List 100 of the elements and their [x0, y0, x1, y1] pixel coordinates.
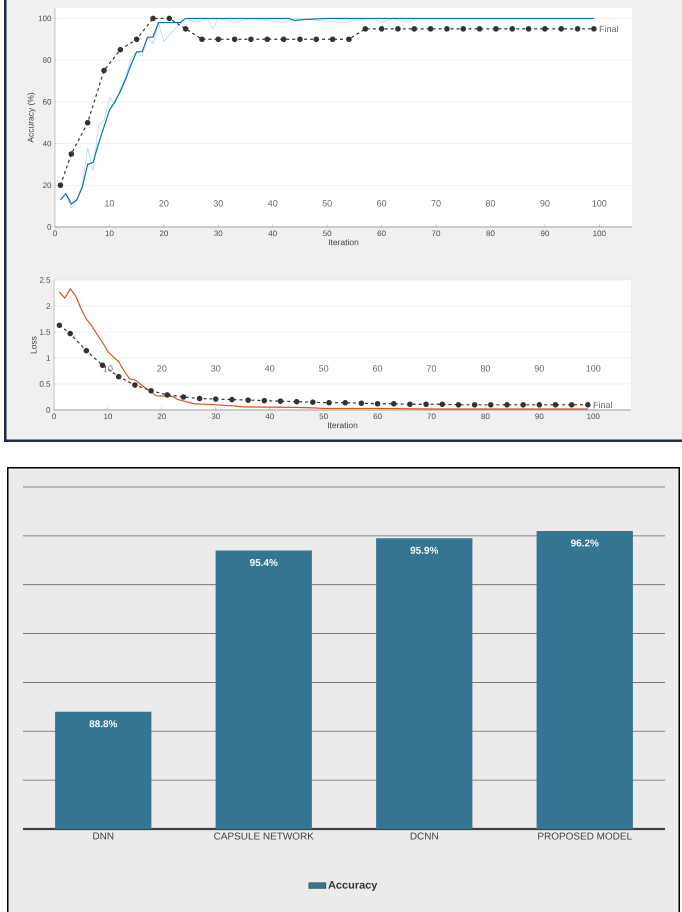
point	[232, 36, 238, 42]
x2-tick-label: 40	[264, 365, 274, 372]
point	[294, 398, 300, 404]
point	[150, 16, 156, 22]
point	[526, 26, 532, 32]
x2-tick-label: 10	[105, 200, 114, 207]
x2-tick-label: 90	[540, 200, 550, 207]
point	[509, 26, 516, 32]
point	[67, 330, 73, 336]
x-axis-title: Iteration	[328, 422, 358, 428]
point	[56, 322, 62, 328]
point	[574, 26, 580, 32]
point	[68, 151, 74, 157]
x2-tick-label: 20	[159, 200, 169, 207]
point	[58, 182, 64, 188]
point	[262, 398, 268, 404]
point	[278, 398, 284, 404]
point	[199, 36, 205, 42]
point	[245, 397, 251, 403]
point	[585, 402, 591, 408]
x2-tick-label: 80	[480, 365, 490, 372]
point	[407, 401, 413, 408]
point	[411, 26, 418, 32]
point	[504, 402, 510, 408]
annotation: Final	[594, 401, 612, 408]
point	[84, 120, 90, 126]
point	[248, 36, 254, 42]
x2-tick-label: 70	[426, 365, 436, 372]
point	[196, 396, 202, 402]
x2-tick-label: 70	[432, 200, 441, 207]
x2-tick-label: 50	[322, 200, 332, 207]
data-label: 95.9%	[410, 546, 438, 554]
data-label: 95.4%	[250, 559, 278, 566]
x2-tick-label: 100	[592, 200, 606, 207]
point	[456, 402, 462, 408]
point	[542, 26, 548, 32]
point	[216, 36, 222, 42]
point	[330, 36, 336, 42]
point	[536, 402, 542, 408]
point	[591, 26, 597, 32]
data-label: 96.2%	[570, 539, 599, 547]
point	[182, 26, 188, 32]
point	[212, 396, 219, 402]
point	[423, 401, 429, 408]
point	[101, 68, 107, 74]
point	[493, 26, 499, 32]
x-tick-label: CAPSULE NETWORK	[214, 832, 314, 840]
data-label: 88.8%	[89, 720, 118, 728]
x-tick-label: DCNN	[410, 832, 438, 840]
x2-tick-label: 30	[214, 200, 223, 207]
point	[310, 399, 316, 405]
point	[326, 400, 332, 406]
x2-tick-label: 10	[104, 365, 113, 372]
x2-tick-label: 50	[319, 365, 328, 372]
point	[229, 396, 235, 402]
point	[116, 374, 122, 380]
legend-label: Accuracy	[328, 881, 378, 891]
x2-tick-label: 60	[373, 365, 382, 372]
point	[164, 392, 170, 398]
point	[439, 401, 446, 408]
point	[374, 400, 380, 407]
point	[166, 16, 172, 22]
point	[472, 402, 478, 408]
point	[558, 26, 564, 32]
x2-tick-label: 40	[268, 200, 278, 207]
x-tick-label: DNN	[93, 832, 114, 840]
point	[390, 400, 397, 407]
point	[520, 402, 526, 408]
x-axis-title: Iteration	[328, 239, 358, 246]
point	[460, 26, 466, 32]
point	[488, 402, 494, 408]
x2-tick-label: 100	[586, 365, 600, 372]
point	[444, 26, 450, 32]
point	[148, 388, 154, 394]
point	[84, 348, 90, 354]
point	[134, 36, 140, 42]
x2-tick-label: 20	[157, 365, 166, 372]
point	[346, 36, 352, 42]
point	[180, 394, 186, 400]
x2-tick-label: 60	[377, 200, 386, 207]
point	[313, 36, 320, 42]
x2-tick-label: 30	[211, 365, 220, 372]
point	[568, 402, 574, 408]
point	[476, 26, 482, 32]
point	[342, 400, 348, 406]
x2-tick-label: 80	[486, 200, 496, 207]
point	[264, 36, 270, 42]
annotation: Final	[600, 26, 618, 32]
x2-tick-label: 90	[534, 365, 544, 372]
point	[378, 26, 384, 32]
point	[395, 26, 401, 32]
point	[280, 36, 286, 42]
point	[358, 400, 364, 406]
point	[552, 402, 558, 408]
y-axis-title: Loss	[30, 336, 37, 354]
point	[428, 26, 434, 32]
point	[118, 46, 124, 52]
point	[362, 26, 368, 32]
x-tick-label: PROPOSED MODEL	[538, 832, 632, 840]
y-axis-title: Accuracy (%)	[27, 92, 36, 143]
